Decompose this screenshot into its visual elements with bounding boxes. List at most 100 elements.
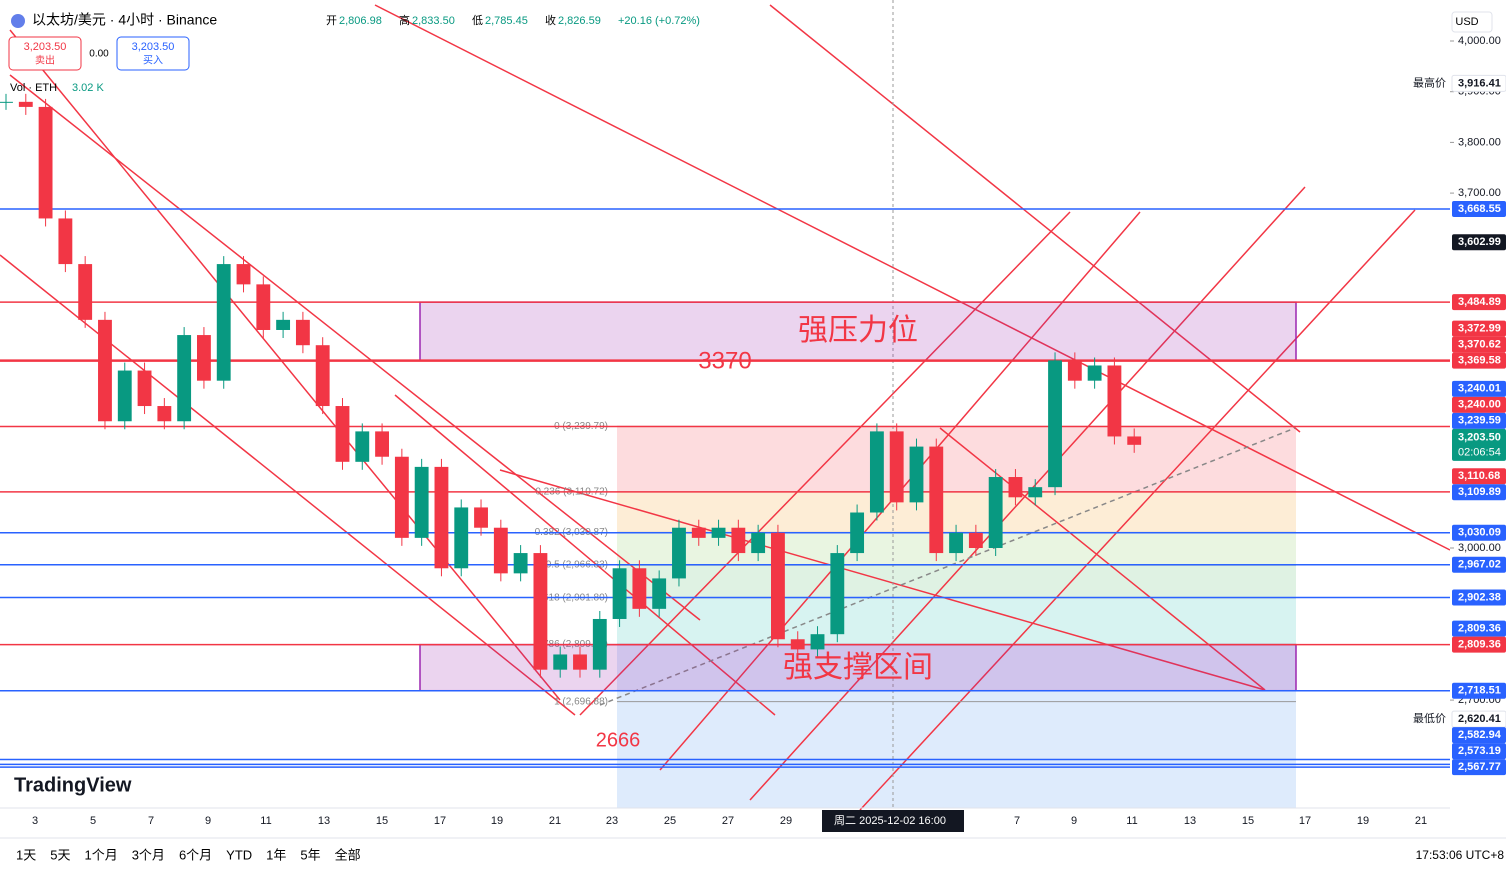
candle [533,553,548,670]
buy-button[interactable] [116,36,190,71]
annotation: 3370 [698,347,751,374]
candle [573,654,587,670]
candle [315,345,330,407]
candle [652,578,667,609]
candle [672,527,686,579]
symbol: 以太坊/美元 · 4小时 · Binance [32,12,217,28]
x-tick-label: 5 [90,815,96,827]
range-button[interactable]: YTD [226,847,252,862]
price-tag [1452,759,1506,776]
price-tag [1452,682,1506,699]
fib-label: 1 (2,696.88) [554,696,608,707]
candle [869,431,884,513]
change: +20.16 (+0.72%) [618,15,700,27]
range-button[interactable]: 6个月 [179,847,212,862]
price-tag [1452,556,1506,573]
price-tag-label: 2,809.36 [1458,639,1501,651]
price-tag [1451,74,1506,92]
candle [751,532,766,554]
x-tick-label: 11 [260,815,271,827]
x-tick-label: 13 [318,815,330,827]
candle [810,634,825,650]
price-tag [1452,294,1506,311]
price-tag-label: 2,967.02 [1458,559,1501,571]
crosshair-label-bg [822,810,964,832]
candle [771,532,785,640]
x-tick-label: 7 [1014,815,1020,827]
candle [711,527,726,538]
candle [78,264,93,320]
candle [929,446,944,554]
annotation: 强压力位 [798,314,918,347]
x-tick-label: 3 [32,815,38,827]
price-tag [1452,589,1506,606]
candle [0,101,13,103]
range-button[interactable]: 1年 [266,847,286,862]
candle [276,319,291,330]
candle [98,319,112,422]
price-tag [1452,380,1506,397]
candle [790,639,805,650]
price-tag-label: 2,573.19 [1458,745,1501,757]
range-button[interactable]: 3个月 [132,847,165,862]
candle [236,264,251,285]
range-button[interactable]: 1天 [16,847,36,862]
candle [177,335,192,422]
price-tag-label: 3,668.55 [1458,203,1501,215]
ohlc-value: 2,806.98 [339,15,382,27]
candle [355,431,370,462]
price-tag-label: 3,110.68 [1458,470,1500,482]
fib-band [617,565,1296,598]
zone [419,301,1297,362]
candle [38,106,53,219]
x-tick-label: 23 [606,815,618,827]
price-tag-label: 3,484.89 [1458,296,1501,308]
price-tag [1452,352,1506,369]
price-tag-note: 最高价 [1413,75,1446,89]
price-tag-label: 3,109.89 [1458,486,1501,498]
price-tag-label: 3,239.59 [1458,415,1501,427]
candle [691,527,706,538]
candle [830,553,845,635]
price-tag [1452,336,1506,353]
range-button[interactable]: 5天 [50,847,70,862]
candle [889,431,904,503]
spread: 0.00 [89,49,109,60]
eth-icon [11,14,25,28]
price-tag-label: 2,902.38 [1458,591,1501,603]
price-tag [1452,201,1506,218]
price-tag-label: 2,582.94 [1458,729,1502,741]
x-tick-label: 13 [1184,815,1196,827]
sell-button[interactable] [8,36,82,71]
price-tag [1452,620,1506,637]
candle [58,218,73,265]
x-tick-label: 21 [549,815,561,827]
price-tag [1452,727,1506,744]
candle [197,335,211,381]
candle [434,466,449,569]
y-tick-label: 3,000.00 [1458,542,1501,554]
price-tag-timer: 02:06:54 [1458,447,1501,459]
candle [375,431,389,457]
x-tick-label: 19 [491,815,503,827]
price-tag-label: 3,203.50 [1458,432,1501,444]
candle [909,446,924,503]
range-button[interactable]: 1个月 [84,847,117,862]
candle [968,532,983,548]
ohlc-value: 2,826.59 [558,15,601,27]
candle [1127,436,1142,445]
candle [553,654,568,670]
candle [137,370,152,407]
range-button[interactable]: 5年 [300,847,320,862]
price-tag [1452,484,1506,501]
currency-button[interactable] [1451,11,1493,33]
price-tag-label: 3,370.62 [1458,339,1501,351]
range-button[interactable]: 全部 [335,847,361,862]
x-tick-label: 周二 2025-12-02 16:00 [834,814,946,827]
x-tick-label: 15 [376,815,388,827]
price-tag [1452,743,1506,760]
ohlc-label: 开 [326,15,337,27]
price-tag [1452,412,1506,429]
ohlc-value: 2,833.50 [412,15,455,27]
price-tag [1452,524,1506,541]
